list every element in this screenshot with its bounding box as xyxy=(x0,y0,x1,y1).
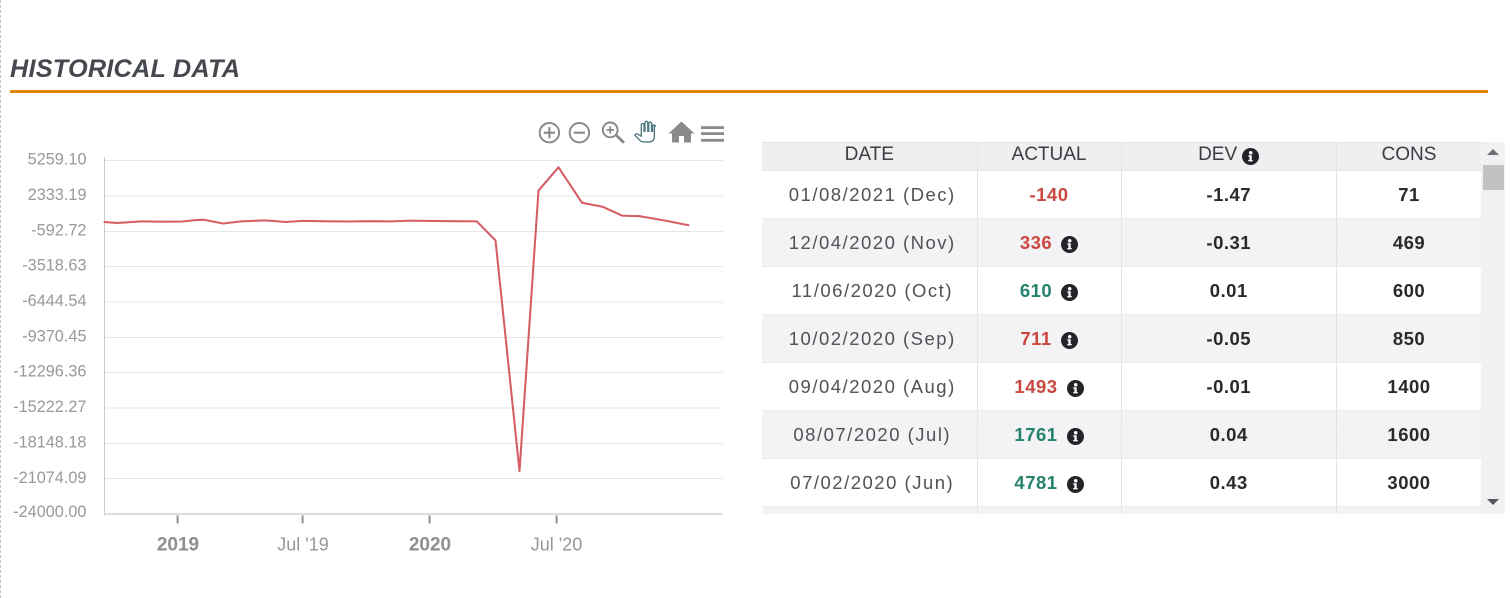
svg-text:5259.10: 5259.10 xyxy=(28,151,87,169)
svg-text:-15222.27: -15222.27 xyxy=(13,398,86,416)
svg-text:2020: 2020 xyxy=(409,535,451,556)
svg-text:-6444.54: -6444.54 xyxy=(22,292,86,310)
svg-text:-21074.09: -21074.09 xyxy=(13,469,86,487)
svg-text:-3518.63: -3518.63 xyxy=(22,257,86,275)
svg-text:-18148.18: -18148.18 xyxy=(13,434,86,452)
svg-text:Jul '20: Jul '20 xyxy=(531,535,582,555)
svg-text:Jul '19: Jul '19 xyxy=(277,535,328,555)
svg-text:2019: 2019 xyxy=(157,535,199,556)
svg-text:-9370.45: -9370.45 xyxy=(22,328,86,346)
svg-text:-592.72: -592.72 xyxy=(31,222,86,240)
svg-text:2333.19: 2333.19 xyxy=(28,186,87,204)
svg-text:-12296.36: -12296.36 xyxy=(13,363,86,381)
svg-text:-24000.00: -24000.00 xyxy=(13,503,86,521)
